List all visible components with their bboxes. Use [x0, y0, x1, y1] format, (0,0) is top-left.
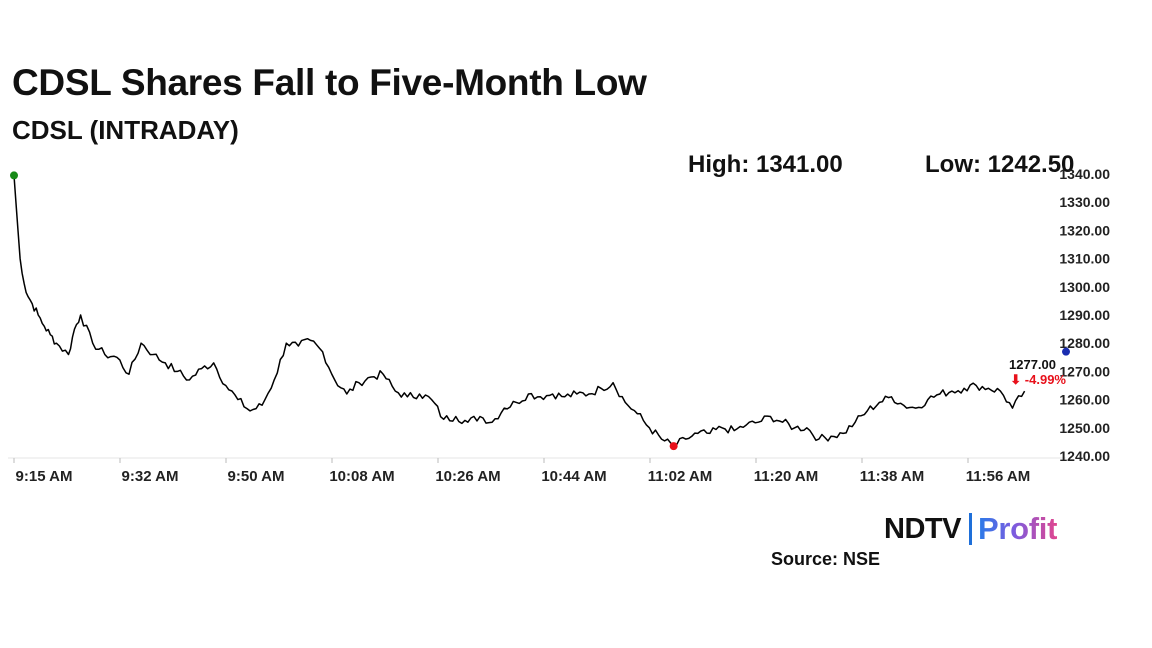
x-axis: 9:15 AM 9:32 AM 9:50 AM 10:08 AM 10:26 AM 10:…	[13, 458, 1030, 485]
last-price-marker	[1062, 347, 1070, 356]
y-tick-label: 1310.00	[1059, 251, 1110, 267]
y-tick-label: 1240.00	[1059, 448, 1110, 464]
x-tick-label: 9:50 AM	[228, 468, 285, 485]
x-tick-label: 10:44 AM	[541, 468, 606, 485]
source-note: Source: NSE	[771, 549, 881, 569]
y-tick-label: 1340.00	[1059, 166, 1110, 182]
ndtv-wordmark: NDTV	[884, 512, 961, 545]
x-tick-label: 10:08 AM	[329, 468, 394, 485]
logo-divider	[968, 513, 972, 545]
y-tick-label: 1260.00	[1059, 392, 1110, 408]
low-value: Low: 1242.50	[925, 151, 1075, 178]
chart-subtitle: CDSL (INTRADAY)	[12, 115, 239, 145]
y-tick-label: 1330.00	[1059, 194, 1110, 210]
y-tick-label: 1280.00	[1059, 335, 1110, 351]
x-tick-label: 9:15 AM	[16, 468, 73, 485]
high-value: High: 1341.00	[688, 151, 843, 178]
y-tick-label: 1250.00	[1059, 420, 1110, 436]
x-tick-label: 10:26 AM	[435, 468, 500, 485]
x-tick-label: 11:38 AM	[860, 468, 924, 485]
y-tick-label: 1320.00	[1059, 222, 1110, 238]
price-line	[13, 175, 1026, 447]
chart-title: CDSL Shares Fall to Five-Month Low	[12, 62, 647, 103]
x-tick-label: 9:32 AM	[122, 468, 179, 485]
low-marker	[669, 442, 678, 451]
last-price-label: 1277.00	[1009, 357, 1056, 372]
ndtv-profit-logo: NDTV Profit	[884, 510, 1057, 548]
profit-wordmark: Profit	[977, 511, 1058, 546]
y-tick-label: 1270.00	[1059, 363, 1110, 379]
change-label: ⬇ -4.99%	[1010, 372, 1066, 387]
y-axis: 1240.00 1250.00 1260.00 1270.00 1280.00 1290.…	[1059, 166, 1110, 464]
x-tick-label: 11:56 AM	[966, 468, 1030, 485]
x-tick-label: 11:20 AM	[754, 468, 818, 485]
high-marker	[10, 171, 18, 180]
y-tick-label: 1290.00	[1059, 307, 1110, 323]
x-tick-label: 11:02 AM	[648, 468, 712, 485]
y-tick-label: 1300.00	[1059, 279, 1110, 295]
